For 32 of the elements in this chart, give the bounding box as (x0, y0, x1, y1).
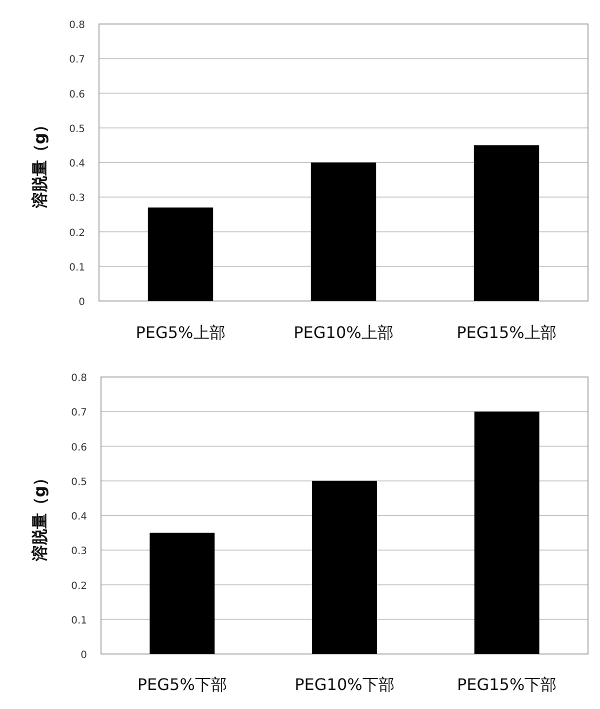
bar (474, 412, 540, 654)
y-tick-label: 0 (80, 650, 87, 661)
x-tick-label: PEG10%上部 (294, 323, 394, 342)
x-tick-label: PEG5%上部 (136, 323, 226, 342)
y-tick-label: 0.3 (71, 546, 87, 558)
x-tick-label: PEG15%上部 (456, 323, 556, 342)
x-tick-label: PEG10%下部 (294, 675, 394, 694)
x-tick-label: PEG15%下部 (456, 675, 557, 694)
y-tick-label: 0.1 (69, 262, 85, 274)
y-tick-label: 0.4 (71, 512, 87, 522)
bar (150, 532, 215, 654)
y-tick-label: 0.6 (71, 442, 87, 454)
y-tick-label: 0.8 (69, 20, 85, 31)
y-tick-label: 0.8 (71, 373, 87, 384)
bar (312, 480, 377, 654)
bar (474, 145, 540, 301)
y-tick-label: 0.3 (69, 193, 85, 204)
y-axis-title: 溶脱量（g） (30, 116, 49, 210)
y-tick-label: 0.7 (71, 408, 87, 419)
y-tick-label: 0.5 (69, 124, 85, 135)
y-tick-label: 0.7 (69, 54, 85, 66)
y-tick-label: 0.2 (71, 580, 87, 592)
y-tick-label: 0.2 (69, 228, 85, 239)
y-tick-label: 0.1 (71, 615, 87, 626)
bar (148, 208, 214, 301)
y-tick-label: 0 (78, 297, 85, 308)
y-axis-title: 溶脱量（g） (30, 470, 49, 562)
y-tick-label: 0.6 (69, 89, 85, 100)
y-tick-label: 0.5 (71, 476, 87, 488)
bar (310, 162, 376, 301)
x-tick-label: PEG5%下部 (137, 675, 227, 694)
y-tick-label: 0.4 (69, 158, 85, 170)
